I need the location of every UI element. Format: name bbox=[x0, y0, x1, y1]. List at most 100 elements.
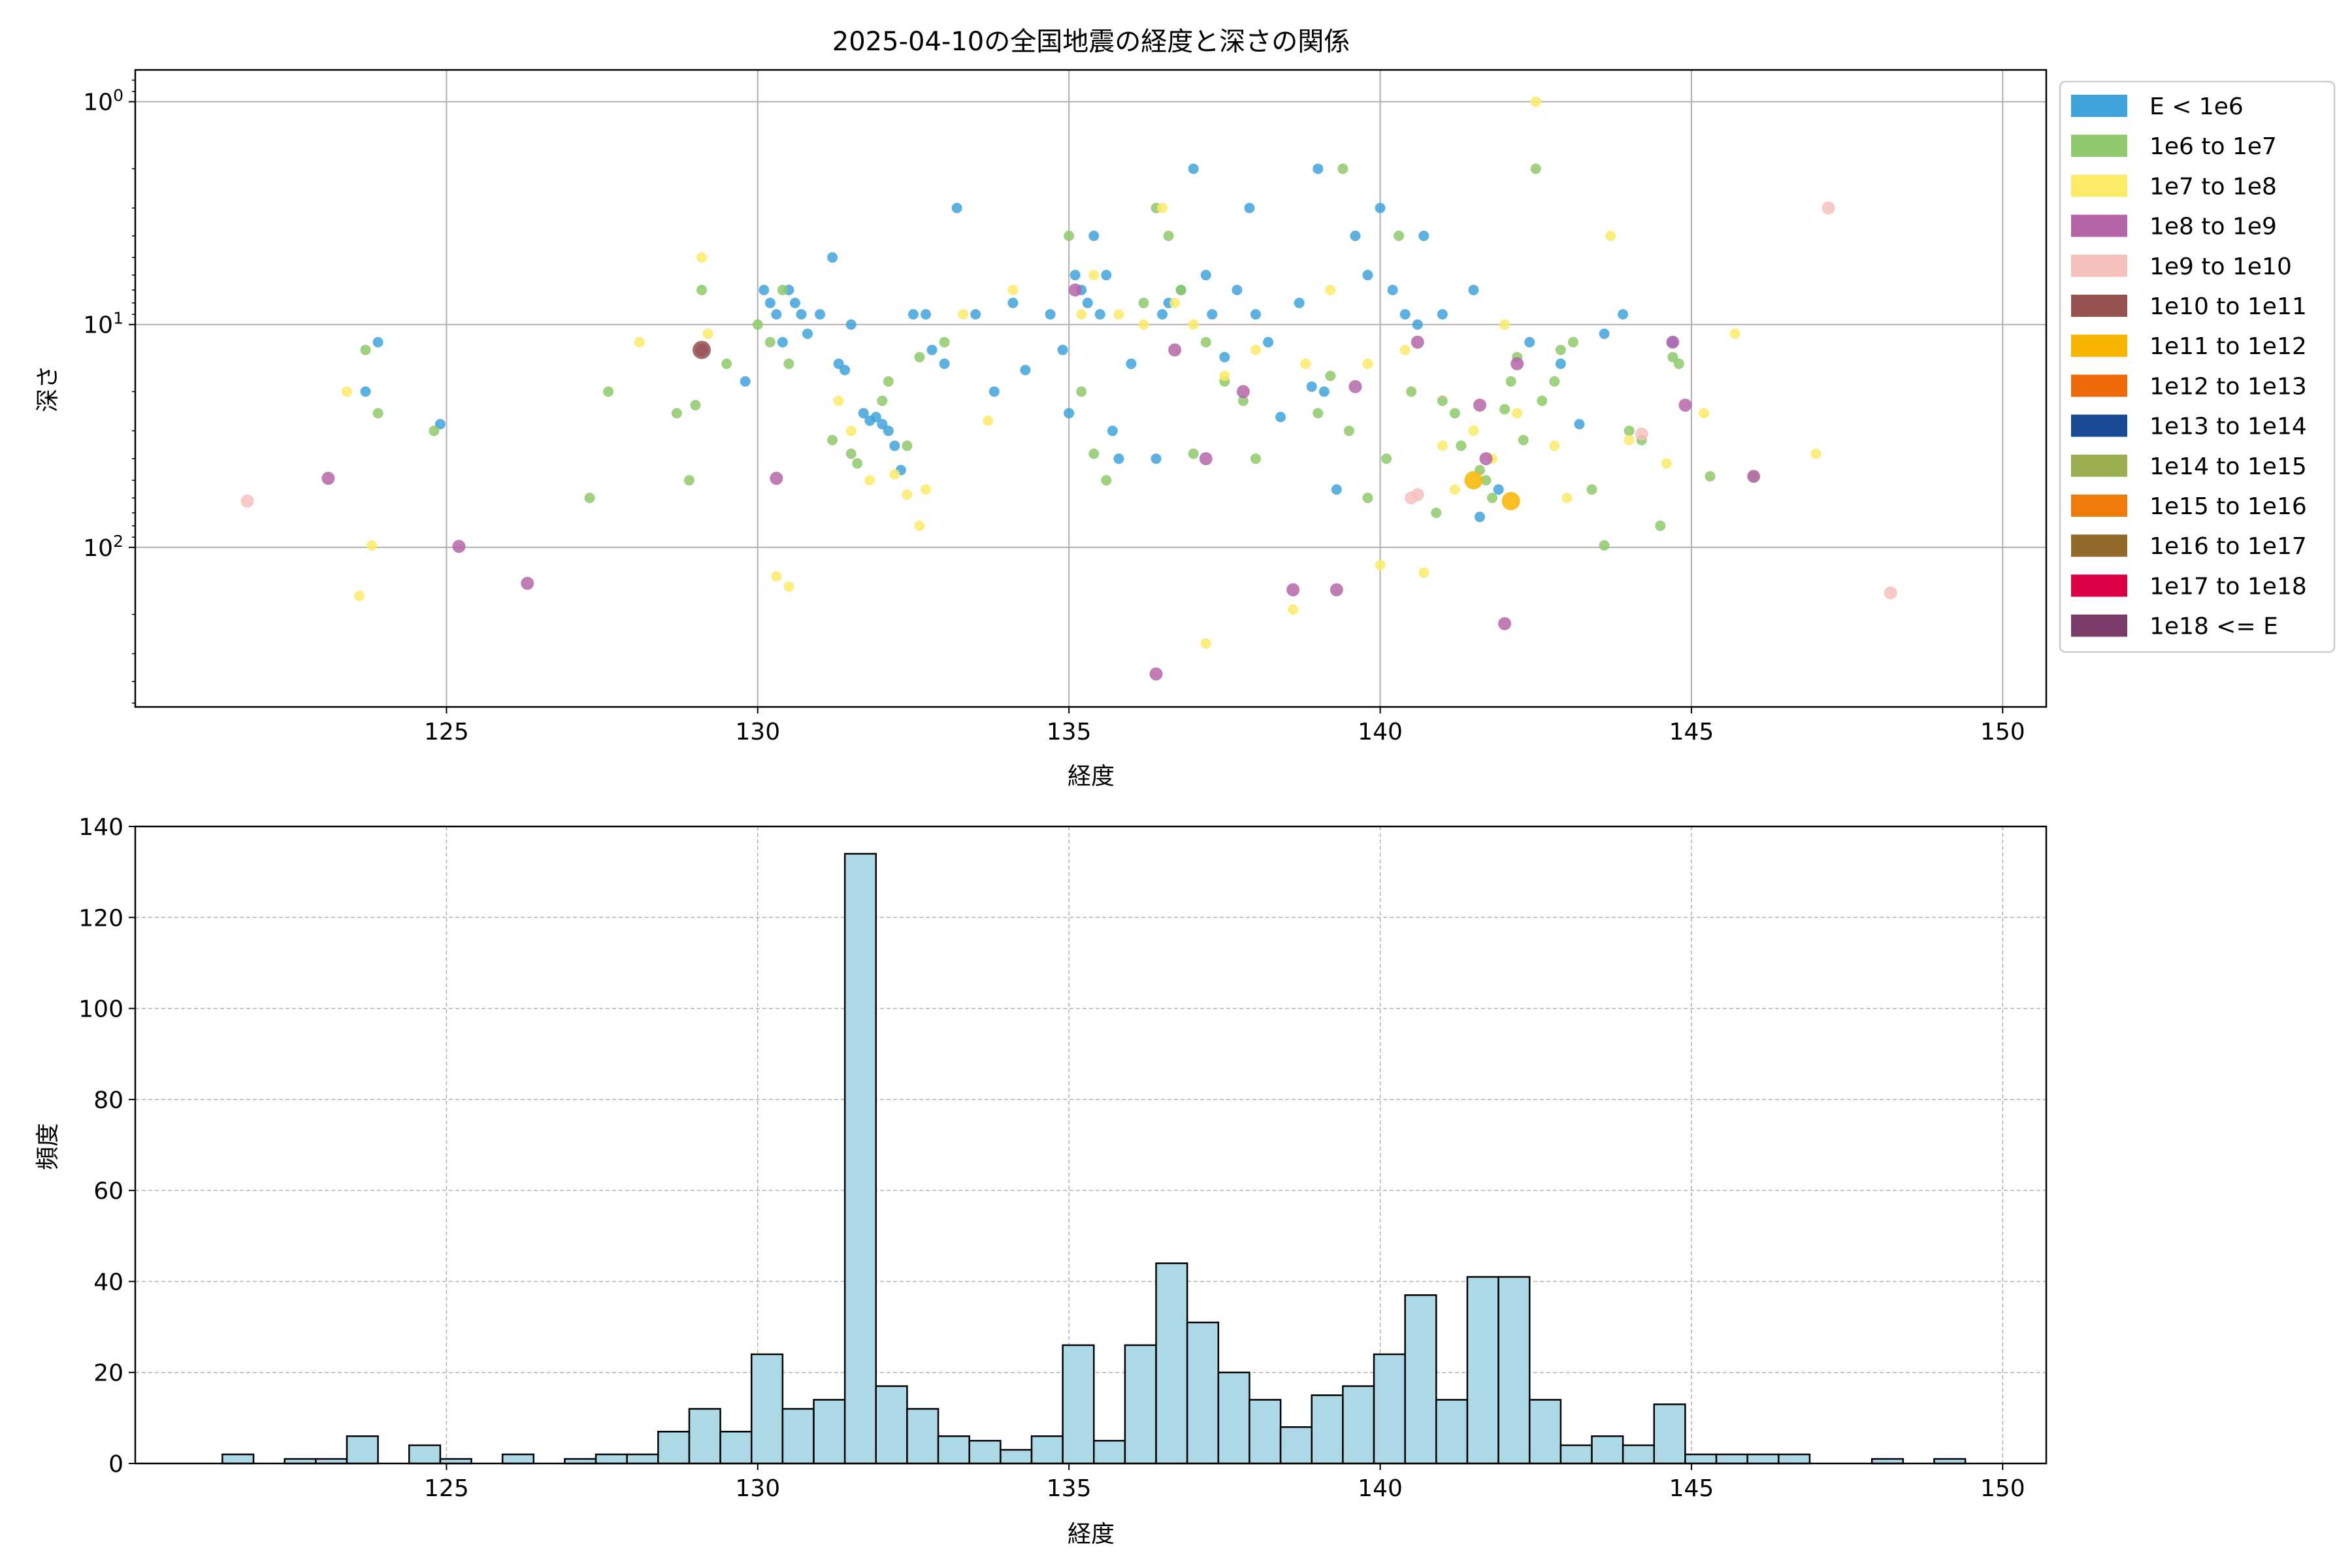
scatter-point bbox=[367, 540, 378, 551]
scatter-point bbox=[1574, 419, 1585, 430]
scatter-point bbox=[1088, 448, 1100, 459]
scatter-point bbox=[1399, 309, 1411, 320]
scatter-point bbox=[1512, 408, 1523, 419]
scatter-point bbox=[771, 309, 782, 320]
histogram-bar bbox=[906, 1408, 939, 1465]
scatter-point bbox=[452, 540, 466, 553]
legend-swatch bbox=[2071, 414, 2127, 437]
legend-swatch bbox=[2071, 495, 2127, 517]
scatter-point bbox=[1518, 434, 1529, 446]
scatter-x-tick-label: 125 bbox=[424, 719, 469, 745]
histogram-bar bbox=[1622, 1444, 1656, 1465]
scatter-point bbox=[789, 297, 800, 308]
scatter-point bbox=[1126, 358, 1137, 369]
histogram-bar bbox=[1093, 1439, 1126, 1465]
scatter-point bbox=[1020, 365, 1031, 376]
histogram-bar bbox=[875, 1385, 908, 1465]
scatter-point bbox=[939, 336, 950, 348]
scatter-x-tick-label: 140 bbox=[1358, 719, 1403, 745]
scatter-point bbox=[1007, 284, 1019, 295]
scatter-point bbox=[970, 309, 981, 320]
scatter-point bbox=[783, 581, 794, 592]
scatter-x-ticks: 125 130 135 140 145 150 bbox=[424, 707, 2025, 745]
histogram-x-axis-label: 経度 bbox=[1068, 1521, 1115, 1548]
scatter-y-ticks: 100 101 102 bbox=[83, 79, 135, 704]
histogram-bar bbox=[346, 1435, 379, 1465]
scatter-point bbox=[988, 386, 1000, 397]
scatter-point bbox=[1263, 336, 1274, 348]
scatter-point bbox=[802, 328, 813, 339]
histogram-bar bbox=[813, 1399, 846, 1465]
histogram-bar bbox=[1497, 1276, 1531, 1465]
scatter-y-tick-label: 102 bbox=[83, 531, 123, 562]
scatter-point bbox=[1375, 203, 1386, 214]
scatter-point bbox=[1505, 376, 1516, 387]
scatter-point bbox=[1188, 163, 1199, 174]
scatter-point bbox=[1057, 344, 1068, 355]
scatter-point bbox=[1200, 638, 1211, 649]
scatter-point bbox=[1666, 335, 1680, 349]
scatter-point bbox=[1437, 395, 1448, 406]
scatter-point bbox=[1530, 96, 1541, 107]
scatter-point bbox=[877, 419, 888, 430]
scatter-point bbox=[1437, 440, 1448, 451]
scatter-point bbox=[1306, 381, 1317, 392]
scatter-point bbox=[1219, 370, 1230, 382]
scatter-point bbox=[1064, 408, 1075, 419]
scatter-point bbox=[1387, 284, 1398, 295]
scatter-point bbox=[1375, 559, 1386, 570]
scatter-point bbox=[1330, 583, 1343, 596]
scatter-point bbox=[360, 344, 371, 355]
scatter-point bbox=[1236, 385, 1250, 399]
scatter-point bbox=[1537, 395, 1548, 406]
histogram-y-tick-label: 40 bbox=[93, 1269, 123, 1296]
scatter-point bbox=[907, 309, 919, 320]
scatter-point bbox=[889, 468, 900, 480]
histogram-x-tick-label: 140 bbox=[1358, 1475, 1403, 1502]
histogram-bar bbox=[1466, 1276, 1499, 1465]
scatter-point bbox=[1431, 507, 1442, 518]
scatter-point bbox=[1168, 343, 1182, 357]
scatter-point bbox=[1698, 408, 1709, 419]
scatter-point bbox=[764, 297, 776, 308]
scatter-point bbox=[1449, 408, 1460, 419]
scatter-point bbox=[603, 386, 614, 397]
histogram-bar bbox=[626, 1453, 659, 1465]
scatter-point bbox=[1473, 399, 1486, 412]
scatter-point bbox=[845, 319, 857, 330]
scatter-point bbox=[1624, 425, 1635, 436]
scatter-point bbox=[1599, 328, 1610, 339]
histogram-bar bbox=[1715, 1453, 1748, 1465]
scatter-point bbox=[1175, 284, 1186, 295]
histogram-bar bbox=[221, 1453, 255, 1465]
scatter-point bbox=[1479, 452, 1493, 466]
scatter-x-axis-label: 経度 bbox=[1068, 763, 1115, 790]
scatter-point bbox=[833, 395, 844, 406]
scatter-point bbox=[372, 408, 384, 419]
scatter-point bbox=[1244, 203, 1255, 214]
scatter-point bbox=[521, 576, 534, 590]
scatter-point bbox=[1200, 270, 1211, 281]
scatter-point bbox=[1729, 328, 1740, 339]
scatter-point bbox=[777, 336, 788, 348]
histogram-bar bbox=[1217, 1371, 1250, 1465]
scatter-point bbox=[777, 284, 788, 295]
scatter-point bbox=[1064, 231, 1075, 242]
legend-label: 1e11 to 1e12 bbox=[2149, 333, 2307, 360]
histogram-bar bbox=[1404, 1294, 1437, 1465]
histogram-bar bbox=[595, 1453, 628, 1465]
scatter-point bbox=[1088, 231, 1100, 242]
histogram-y-tick-label: 60 bbox=[93, 1178, 123, 1205]
scatter-point bbox=[921, 309, 932, 320]
legend-label: 1e14 to 1e15 bbox=[2149, 453, 2307, 480]
scatter-point bbox=[1362, 358, 1373, 369]
legend-label: 1e6 to 1e7 bbox=[2149, 133, 2277, 160]
scatter-point bbox=[1325, 370, 1336, 382]
histogram-bar bbox=[1311, 1394, 1344, 1465]
histogram-bar bbox=[1279, 1426, 1313, 1465]
scatter-point bbox=[690, 400, 701, 411]
scatter-point bbox=[1673, 358, 1684, 369]
scatter-point bbox=[1250, 453, 1261, 465]
histogram-x-tick-label: 135 bbox=[1047, 1475, 1092, 1502]
scatter-point bbox=[864, 475, 875, 486]
